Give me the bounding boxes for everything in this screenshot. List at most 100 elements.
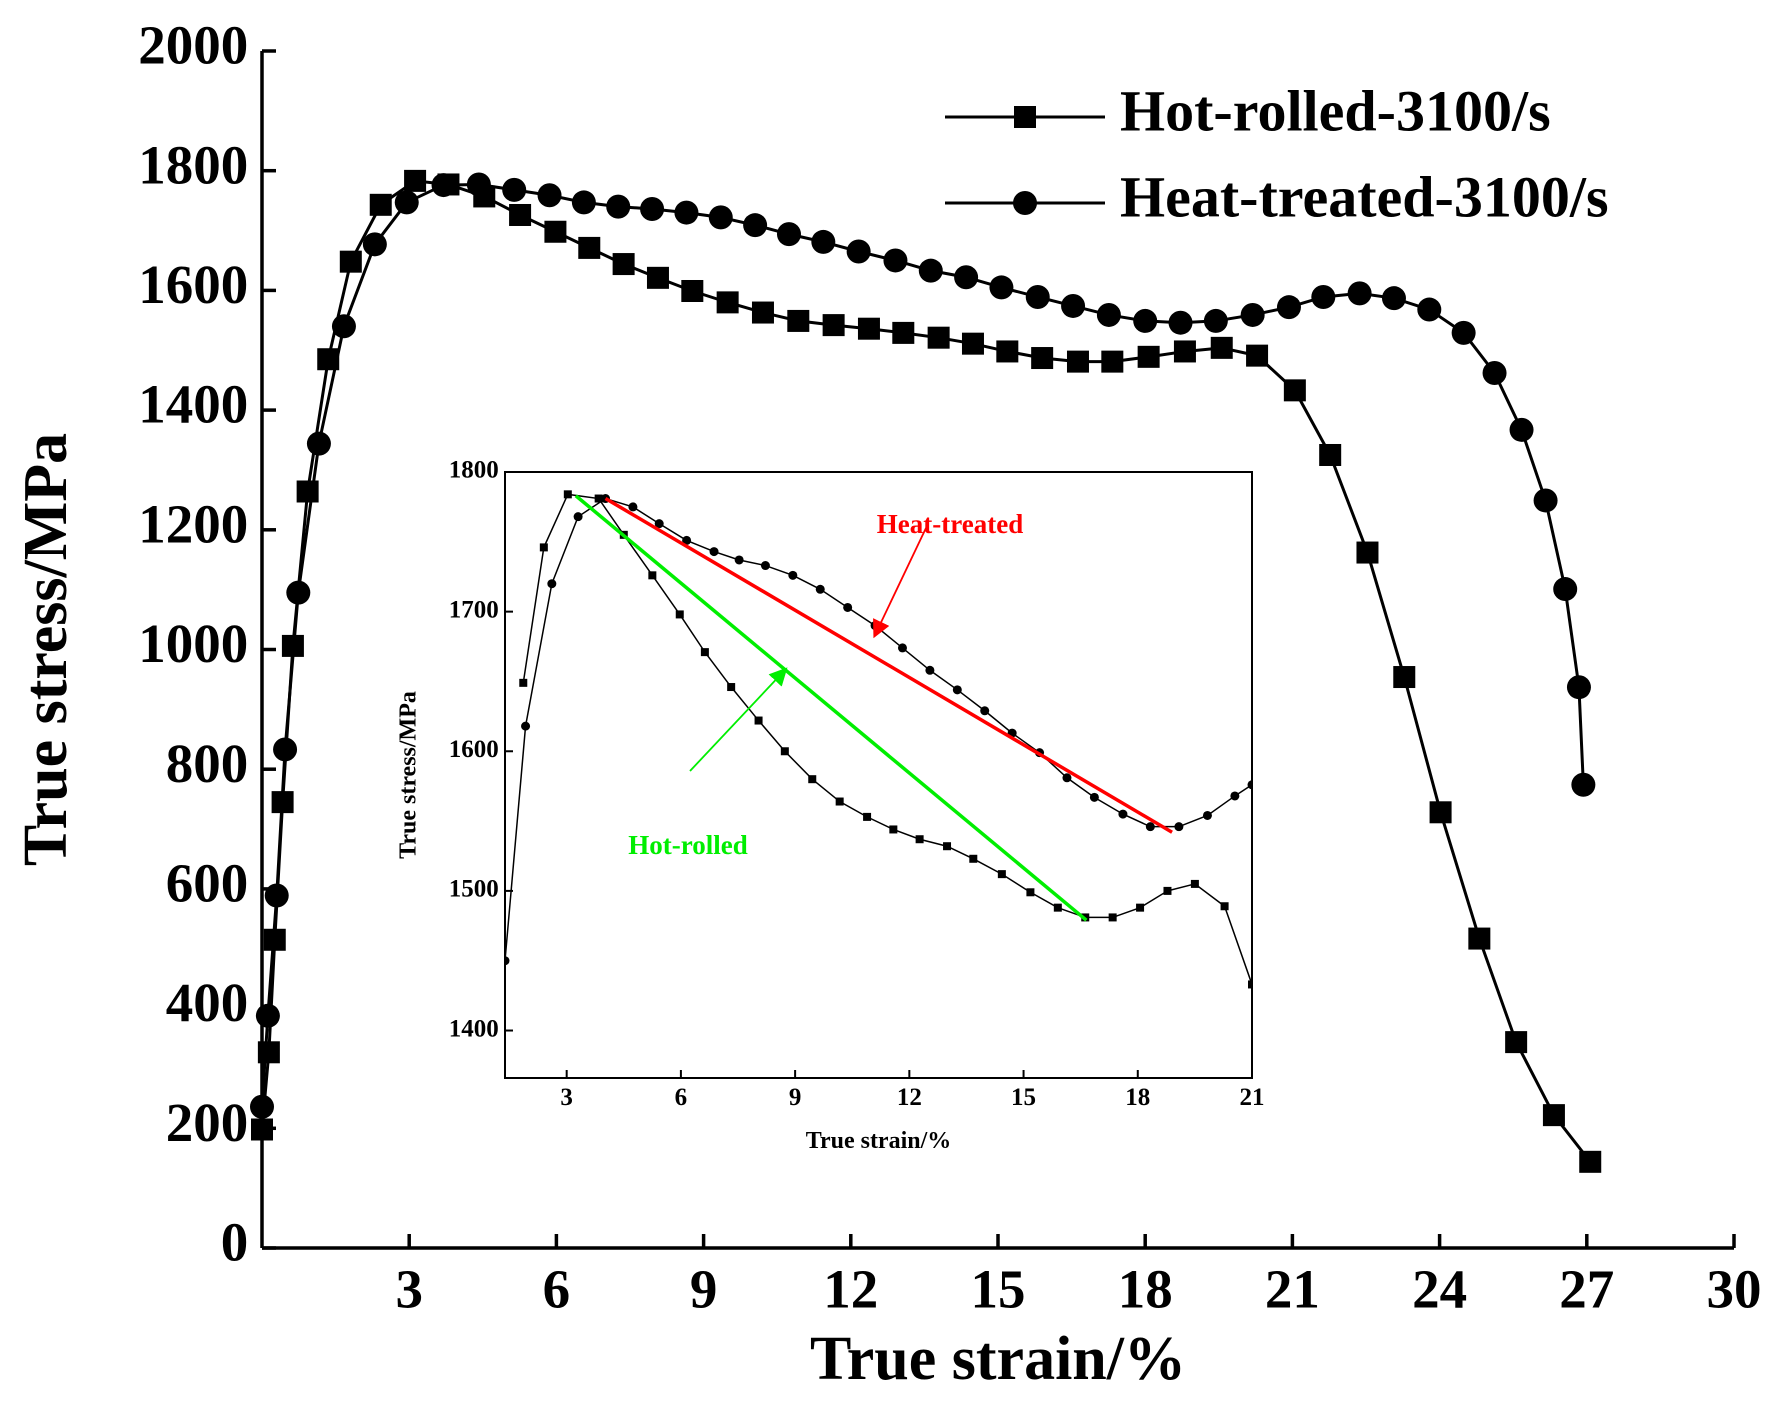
legend-marker (1013, 191, 1037, 215)
square-marker (857, 317, 880, 340)
circle-marker (846, 239, 871, 264)
square-marker (889, 825, 898, 834)
y-tick-label: 1600 (449, 736, 499, 763)
square-marker (612, 253, 635, 276)
circle-marker (505, 956, 510, 966)
circle-marker (1566, 675, 1591, 700)
circle-marker (1451, 320, 1476, 345)
square-marker (1137, 345, 1160, 368)
square-marker (544, 220, 567, 243)
circle-marker (1118, 809, 1128, 819)
square-marker (1246, 344, 1269, 367)
square-marker (1173, 340, 1196, 363)
square-marker (835, 797, 844, 806)
y-tick-label: 1800 (138, 134, 248, 195)
circle-marker (571, 190, 596, 215)
square-marker (1210, 336, 1233, 359)
y-tick-label: 1500 (449, 876, 499, 903)
square-marker (1283, 379, 1306, 402)
circle-marker (1482, 360, 1507, 385)
circle-marker (573, 512, 583, 522)
square-marker (996, 340, 1019, 363)
x-tick-label: 3 (395, 1258, 423, 1319)
circle-marker (1096, 302, 1121, 327)
square-marker (727, 683, 736, 692)
x-tick-label: 15 (1011, 1084, 1036, 1111)
y-tick-label: 600 (166, 853, 249, 914)
circle-marker (1145, 822, 1155, 832)
square-marker (339, 250, 362, 273)
circle-marker (1089, 792, 1099, 802)
y-tick-label: 1400 (449, 1015, 499, 1042)
y-tick-label: 200 (166, 1092, 249, 1153)
x-tick-label: 6 (543, 1258, 571, 1319)
plot-area (250, 169, 1602, 1173)
square-marker (822, 314, 845, 337)
legend-marker (1014, 106, 1036, 128)
x-tick-label: 9 (789, 1084, 802, 1111)
circle-marker (925, 665, 935, 675)
annotation-line (604, 497, 1173, 834)
circle-marker (1553, 577, 1578, 602)
circle-marker (1347, 281, 1372, 306)
square-marker (1542, 1104, 1565, 1127)
circle-marker (743, 213, 768, 238)
y-tick-label: 400 (166, 972, 249, 1033)
y-tick-label: 1600 (138, 254, 248, 315)
x-axis-label: True strain/% (806, 1128, 952, 1154)
y-tick-label: 800 (166, 733, 249, 794)
circle-marker (1571, 772, 1596, 797)
x-tick-label: 21 (1240, 1084, 1265, 1111)
x-tick-label: 18 (1125, 1084, 1150, 1111)
square-marker (1066, 350, 1089, 373)
square-marker (787, 309, 810, 332)
y-tick-label: 1200 (138, 493, 248, 554)
square-marker (563, 490, 572, 499)
square-marker (1053, 903, 1062, 912)
square-marker (539, 543, 548, 552)
circle-marker (843, 602, 853, 612)
x-axis-label: True strain/% (810, 1325, 1186, 1393)
series-line (522, 493, 1252, 985)
circle-marker (918, 258, 943, 283)
square-marker (1248, 980, 1252, 989)
square-marker (780, 747, 789, 756)
square-marker (915, 835, 924, 844)
circle-marker (954, 265, 979, 290)
circle-marker (897, 643, 907, 653)
x-tick-label: 6 (675, 1084, 688, 1111)
square-marker (808, 775, 817, 784)
square-marker (754, 716, 763, 725)
x-tick-label: 3 (560, 1084, 573, 1111)
circle-marker (1168, 310, 1193, 335)
circle-marker (883, 248, 908, 273)
square-marker (296, 480, 319, 503)
circle-marker (1240, 302, 1265, 327)
annotation-label: Heat-treated (877, 509, 1023, 539)
legend-label: Heat-treated-3100/s (1120, 164, 1609, 229)
circle-marker (547, 579, 557, 589)
circle-marker (815, 584, 825, 594)
circle-marker (628, 502, 638, 512)
circle-marker (264, 883, 289, 908)
annotation-line (574, 494, 1088, 922)
square-marker (648, 571, 657, 580)
circle-marker (952, 685, 962, 695)
square-marker (1136, 903, 1145, 912)
axes-frame (504, 471, 1253, 1079)
circle-marker (1247, 780, 1252, 790)
circle-marker (273, 737, 298, 762)
y-tick-label: 1400 (138, 374, 248, 435)
square-marker (578, 236, 601, 259)
square-marker (404, 169, 427, 192)
y-axis-label: True stress/MPa (12, 433, 80, 866)
inset-background (505, 472, 1252, 1078)
square-marker (1468, 927, 1491, 950)
x-tick-label: 21 (1265, 1258, 1320, 1319)
square-marker (1101, 350, 1124, 373)
circle-marker (537, 183, 562, 208)
square-marker (863, 812, 872, 821)
legend-label: Hot-rolled-3100/s (1120, 78, 1551, 143)
